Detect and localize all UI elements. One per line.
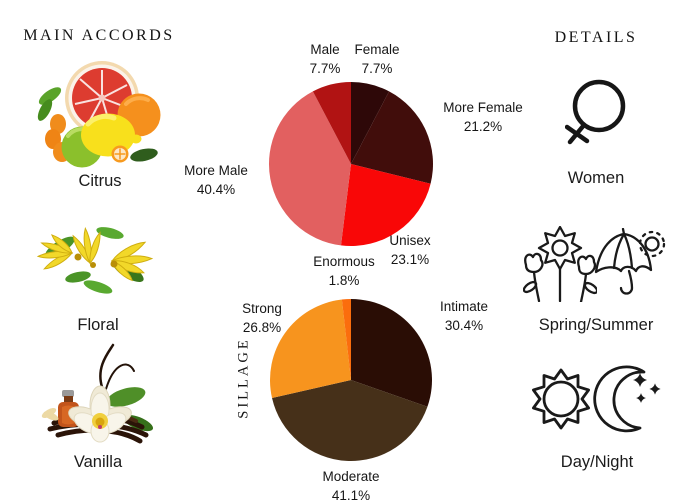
pie-label-unisex: Unisex 23.1% bbox=[389, 233, 431, 267]
pie-label-strong: Strong 26.8% bbox=[242, 301, 282, 335]
pie-slice-strong bbox=[270, 299, 351, 399]
pie-slice-female bbox=[351, 82, 390, 164]
pie-slice-enormous bbox=[341, 299, 351, 380]
pie-label-female: Female 7.7% bbox=[354, 42, 400, 76]
pie-slice-unisex bbox=[340, 164, 431, 247]
detail-day-night-label: Day/Night bbox=[560, 453, 634, 471]
accord-vanilla-label: Vanilla bbox=[73, 453, 123, 471]
citrus-image bbox=[37, 61, 161, 168]
pie-slice-moderate bbox=[272, 380, 428, 461]
umbrella-sun-icon bbox=[594, 228, 666, 295]
floral-image bbox=[36, 226, 154, 294]
accord-floral-label: Floral bbox=[77, 316, 119, 334]
details-title: DETAILS bbox=[554, 29, 638, 46]
pie-label-more-male: More Male 40.4% bbox=[184, 163, 248, 197]
spring-flowers-icon bbox=[523, 226, 597, 302]
pie-slice-more-male bbox=[268, 91, 351, 246]
gender-pie-chart bbox=[268, 82, 434, 247]
pie-label-intimate: Intimate 30.4% bbox=[439, 299, 489, 333]
pie-slice-intimate bbox=[351, 299, 432, 407]
pie-label-more-female: More Female 21.2% bbox=[443, 100, 523, 134]
sillage-axis-title: SILLAGE bbox=[235, 337, 252, 419]
main-accords-title: MAIN ACCORDS bbox=[23, 27, 175, 44]
vanilla-image bbox=[41, 343, 154, 444]
day-night-icon bbox=[532, 365, 661, 433]
pie-label-male: Male 7.7% bbox=[309, 42, 341, 76]
detail-women-label: Women bbox=[567, 169, 625, 187]
pie-label-moderate: Moderate 41.1% bbox=[322, 469, 380, 500]
pie-slice-male bbox=[312, 82, 351, 164]
detail-spring-summer-label: Spring/Summer bbox=[538, 316, 654, 334]
pie-slice-more-female bbox=[351, 91, 434, 184]
sillage-pie-chart bbox=[270, 299, 432, 461]
pie-label-enormous: Enormous 1.8% bbox=[313, 254, 375, 288]
accord-citrus-label: Citrus bbox=[78, 172, 122, 190]
female-gender-icon bbox=[565, 79, 626, 145]
